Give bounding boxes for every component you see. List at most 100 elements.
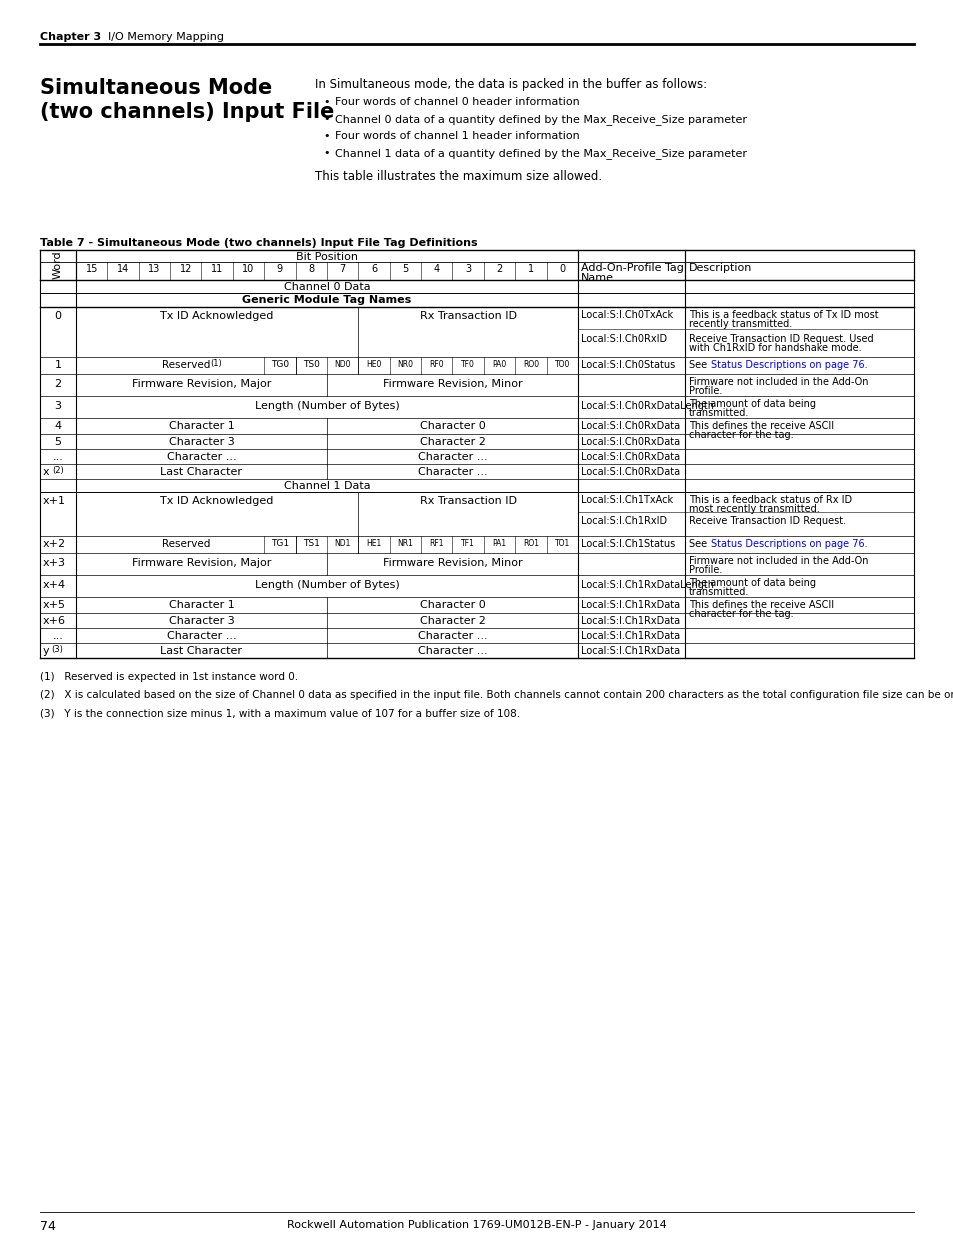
Text: Character ...: Character ... [417,631,487,641]
Text: 6: 6 [371,264,376,274]
Text: Firmware Revision, Minor: Firmware Revision, Minor [382,558,521,568]
Text: y: y [43,646,50,656]
Text: •: • [323,131,329,141]
Text: 12: 12 [179,264,192,274]
Text: 14: 14 [117,264,129,274]
Text: Character 3: Character 3 [169,616,234,626]
Text: TO0: TO0 [554,359,569,369]
Text: Rx Transaction ID: Rx Transaction ID [419,311,517,321]
Text: Status Descriptions on page 76.: Status Descriptions on page 76. [710,359,866,370]
Text: 4: 4 [54,421,62,431]
Text: Description: Description [688,263,752,273]
Text: 1: 1 [54,359,61,370]
Text: x+1: x+1 [43,496,66,506]
Text: 2: 2 [54,379,62,389]
Text: TG0: TG0 [271,359,289,369]
Text: 2: 2 [496,264,502,274]
Text: x+5: x+5 [43,600,66,610]
Text: Character ...: Character ... [167,452,236,462]
Text: Local:S:I.Ch1TxAck: Local:S:I.Ch1TxAck [580,495,673,505]
Text: 10: 10 [242,264,254,274]
Text: Firmware not included in the Add-On: Firmware not included in the Add-On [688,556,867,566]
Text: Firmware Revision, Major: Firmware Revision, Major [132,379,271,389]
Text: 4: 4 [434,264,439,274]
Text: PA1: PA1 [492,538,506,548]
Text: Tx ID Acknowledged: Tx ID Acknowledged [160,311,274,321]
Text: This defines the receive ASCII: This defines the receive ASCII [688,600,833,610]
Text: (3)   Y is the connection size minus 1, with a maximum value of 107 for a buffer: (3) Y is the connection size minus 1, wi… [40,708,519,718]
Text: Local:S:I.Ch0RxData: Local:S:I.Ch0RxData [580,452,679,462]
Text: x+4: x+4 [43,580,66,590]
Text: (2)   X is calculated based on the size of Channel 0 data as specified in the in: (2) X is calculated based on the size of… [40,690,953,700]
Text: Local:S:I.Ch0RxData: Local:S:I.Ch0RxData [580,467,679,477]
Text: See: See [688,359,709,370]
Text: Character ...: Character ... [417,467,487,477]
Text: NR1: NR1 [397,538,413,548]
Text: Character ...: Character ... [167,631,236,641]
Text: See: See [688,538,709,550]
Text: Reserved: Reserved [161,359,210,370]
Text: This is a feedback status of Tx ID most: This is a feedback status of Tx ID most [688,310,878,320]
Text: PA0: PA0 [492,359,506,369]
Text: HE0: HE0 [366,359,381,369]
Text: Profile.: Profile. [688,564,721,576]
Text: recently transmitted.: recently transmitted. [688,319,791,329]
Text: Add-On-Profile Tag: Add-On-Profile Tag [580,263,683,273]
Text: ND1: ND1 [335,538,351,548]
Text: (1)   Reserved is expected in 1st instance word 0.: (1) Reserved is expected in 1st instance… [40,672,297,682]
Text: Local:S:I.Ch1RxDataLength: Local:S:I.Ch1RxDataLength [580,580,713,590]
Text: 8: 8 [308,264,314,274]
Text: Last Character: Last Character [160,467,242,477]
Text: 13: 13 [148,264,160,274]
Text: Channel 0 data of a quantity defined by the Max_Receive_Size parameter: Channel 0 data of a quantity defined by … [335,114,746,125]
Text: TO1: TO1 [554,538,569,548]
Text: x+6: x+6 [43,616,66,626]
Text: •: • [323,114,329,124]
Text: x+2: x+2 [43,538,66,550]
Text: NR0: NR0 [397,359,413,369]
Text: TF0: TF0 [460,359,475,369]
Text: character for the tag.: character for the tag. [688,609,793,619]
Text: 74: 74 [40,1220,56,1233]
Text: In Simultaneous mode, the data is packed in the buffer as follows:: In Simultaneous mode, the data is packed… [314,78,706,91]
Text: Four words of channel 1 header information: Four words of channel 1 header informati… [335,131,579,141]
Text: Firmware not included in the Add-On: Firmware not included in the Add-On [688,377,867,387]
Text: Channel 0 Data: Channel 0 Data [283,282,370,291]
Text: Character 0: Character 0 [419,600,485,610]
Text: 0: 0 [54,311,61,321]
Text: Local:S:I.Ch0RxID: Local:S:I.Ch0RxID [580,333,666,345]
Text: RO0: RO0 [522,359,538,369]
Text: Local:S:I.Ch0Status: Local:S:I.Ch0Status [580,359,675,370]
Text: most recently transmitted.: most recently transmitted. [688,504,819,514]
Text: Rockwell Automation Publication 1769-UM012B-EN-P - January 2014: Rockwell Automation Publication 1769-UM0… [287,1220,666,1230]
Text: Receive Transaction ID Request. Used: Receive Transaction ID Request. Used [688,333,873,345]
Text: Character 2: Character 2 [419,616,485,626]
Text: 9: 9 [276,264,283,274]
Text: Generic Module Tag Names: Generic Module Tag Names [242,295,411,305]
Text: Character 1: Character 1 [169,600,234,610]
Text: The amount of data being: The amount of data being [688,399,815,409]
Text: 3: 3 [465,264,471,274]
Text: TS1: TS1 [302,538,319,548]
Text: 15: 15 [86,264,98,274]
Text: 5: 5 [402,264,408,274]
Text: RF1: RF1 [429,538,443,548]
Text: Word: Word [53,251,63,279]
Text: Local:S:I.Ch1RxData: Local:S:I.Ch1RxData [580,646,679,656]
Text: Character 1: Character 1 [169,421,234,431]
Text: Firmware Revision, Minor: Firmware Revision, Minor [382,379,521,389]
Text: ...: ... [52,631,63,641]
Text: The amount of data being: The amount of data being [688,578,815,588]
Text: Firmware Revision, Major: Firmware Revision, Major [132,558,271,568]
Text: This defines the receive ASCII: This defines the receive ASCII [688,421,833,431]
Text: Channel 1 data of a quantity defined by the Max_Receive_Size parameter: Channel 1 data of a quantity defined by … [335,148,746,159]
Text: x: x [43,467,50,477]
Text: RF0: RF0 [429,359,444,369]
Text: Character 0: Character 0 [419,421,485,431]
Text: Simultaneous Mode: Simultaneous Mode [40,78,272,98]
Text: TS0: TS0 [302,359,319,369]
Text: Local:S:I.Ch0TxAck: Local:S:I.Ch0TxAck [580,310,673,320]
Text: 3: 3 [54,401,61,411]
Text: 0: 0 [558,264,565,274]
Text: Local:S:I.Ch0RxDataLength: Local:S:I.Ch0RxDataLength [580,401,713,411]
